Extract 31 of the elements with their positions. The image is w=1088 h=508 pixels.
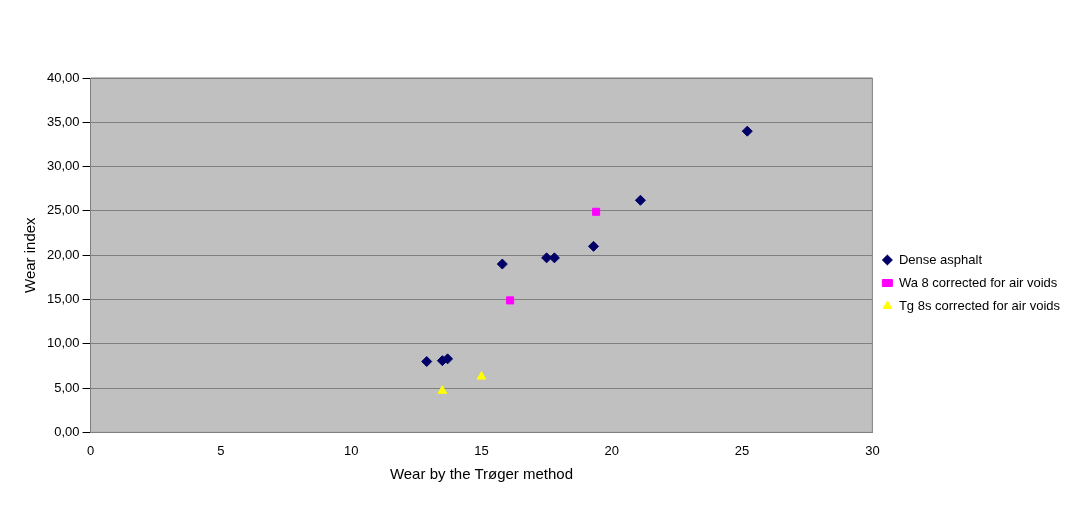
- point: [442, 353, 454, 365]
- point: [437, 385, 448, 394]
- point: [588, 240, 600, 252]
- x-tick-label: 25: [734, 442, 750, 458]
- y-tick-label: 25,00: [46, 202, 80, 218]
- point: [476, 371, 487, 380]
- x-tick-label: 0: [86, 442, 95, 458]
- y-tick-label: 30,00: [46, 158, 80, 174]
- y-axis-title: Wear index: [21, 216, 39, 293]
- point: [741, 125, 753, 137]
- x-tick-label: 10: [343, 442, 359, 458]
- y-tick-label: 20,00: [46, 246, 80, 262]
- point: [592, 207, 601, 216]
- point: [634, 194, 646, 206]
- x-tick-label: 30: [865, 442, 880, 458]
- legend-label: Tg 8s corrected for air voids: [898, 297, 1061, 313]
- point: [496, 258, 508, 270]
- x-tick-label: 5: [217, 442, 225, 458]
- legend-label: Wa 8 corrected for air voids: [898, 274, 1058, 290]
- y-tick-label: 5,00: [54, 379, 80, 395]
- x-tick-label: 15: [474, 442, 489, 458]
- x-axis-title: Wear by the Trøger method: [389, 465, 574, 483]
- y-tick-label: 0,00: [54, 423, 80, 439]
- y-tick-label: 35,00: [46, 113, 80, 129]
- x-tick-label: 20: [604, 442, 619, 458]
- y-tick-label: 40,00: [46, 69, 80, 85]
- y-tick-label: 15,00: [46, 291, 80, 307]
- y-tick-label: 10,00: [46, 335, 80, 351]
- point: [421, 356, 433, 368]
- legend-label: Dense asphalt: [898, 251, 983, 267]
- point: [506, 296, 515, 305]
